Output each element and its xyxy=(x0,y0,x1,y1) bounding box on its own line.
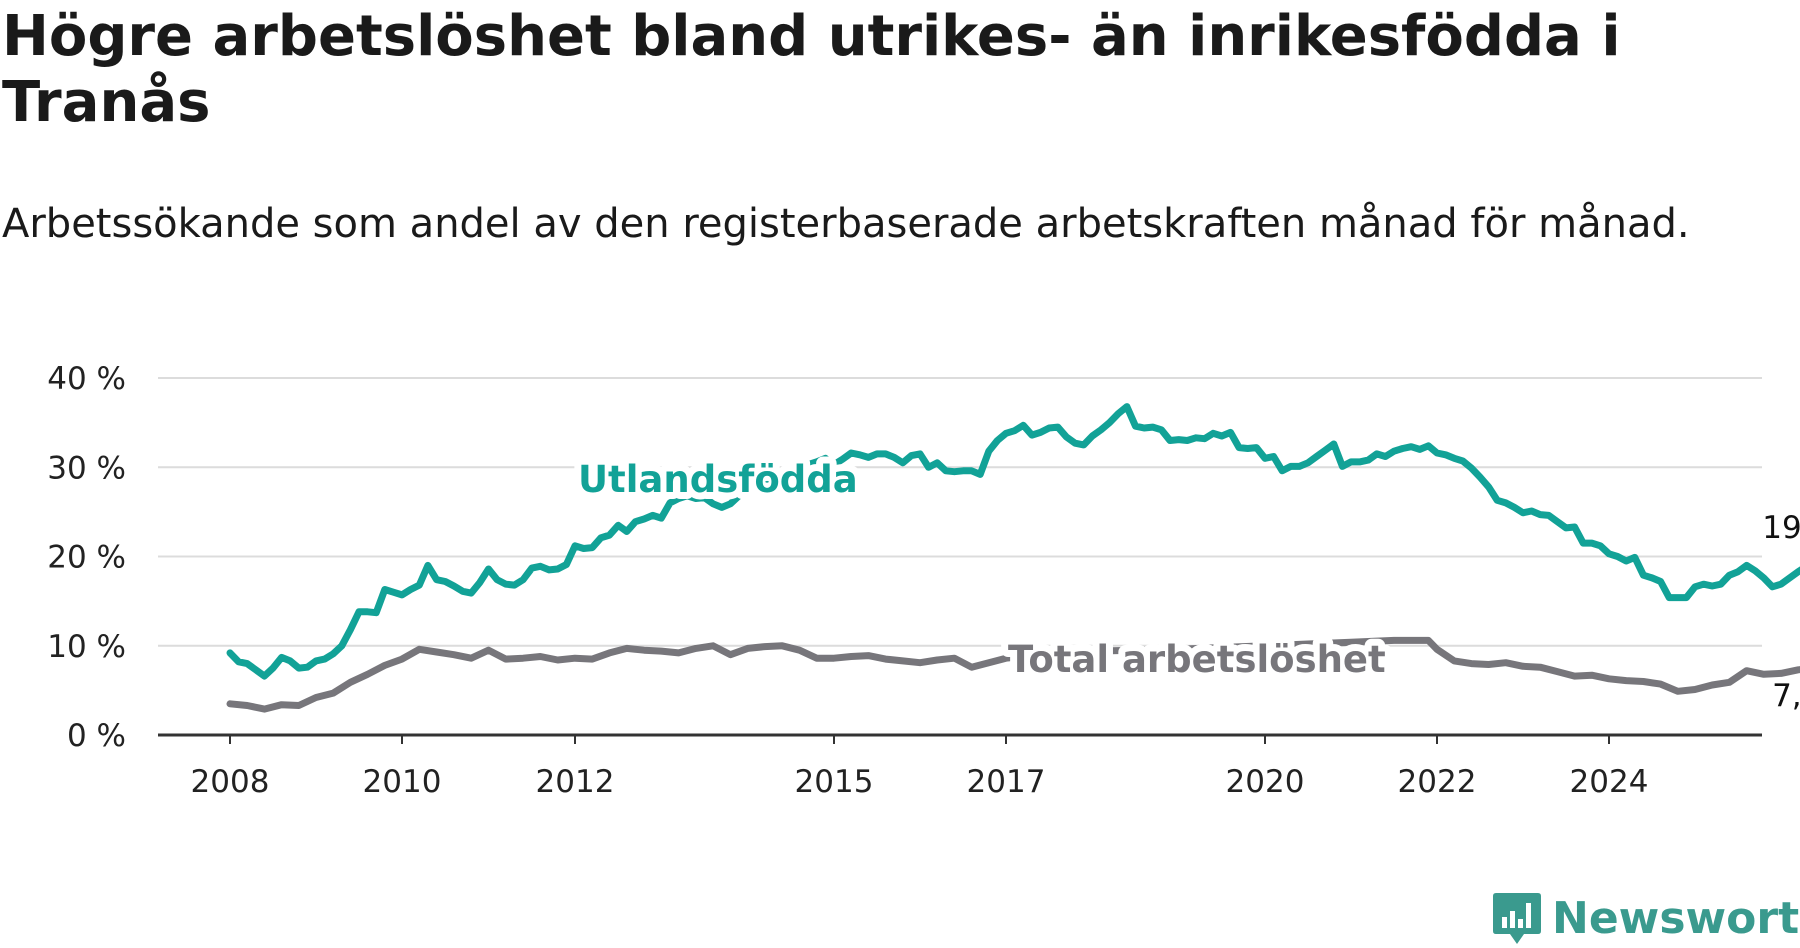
x-tick-label: 2017 xyxy=(967,764,1046,800)
y-tick-label: 0 % xyxy=(67,718,126,754)
end-value-label: 19,4 % xyxy=(1762,510,1800,546)
brand-name: Newsworthy xyxy=(1552,892,1800,944)
x-tick-label: 2010 xyxy=(363,764,442,800)
series-labels: 19,4 % 7,5 % Utlandsfödda Total arbetslöshe… xyxy=(571,451,1800,714)
y-tick-label: 40 % xyxy=(47,361,126,397)
y-tick-label: 20 % xyxy=(47,540,126,576)
x-axis: 2008 2010 2012 2015 2017 2020 2022 2024 xyxy=(158,733,1762,800)
x-tick-label: 2015 xyxy=(795,764,874,800)
series-line-utlandsfodda xyxy=(226,403,1800,680)
series-line-total xyxy=(226,636,1800,713)
x-tick-label: 2024 xyxy=(1570,764,1649,800)
series-label-total: Total arbetslöshet xyxy=(1008,638,1386,681)
chart-subtitle: Arbetssökande som andel av den registerb… xyxy=(2,201,1690,247)
series-label-utlandsfodda: Utlandsfödda xyxy=(578,458,858,501)
end-value-label: 7,5 % xyxy=(1772,678,1800,714)
bar-chart-icon xyxy=(1493,893,1541,944)
x-tick-label: 2012 xyxy=(536,764,615,800)
y-tick-label: 10 % xyxy=(47,629,126,665)
chart-title: Högre arbetslöshet bland utrikes- än inr… xyxy=(2,4,1621,135)
x-tick-label: 2020 xyxy=(1226,764,1305,800)
x-tick-label: 2008 xyxy=(191,764,270,800)
y-tick-label: 30 % xyxy=(47,450,126,486)
newsworthy-logo: Newsworthy xyxy=(1492,888,1800,948)
series-lines xyxy=(226,403,1800,713)
gridlines xyxy=(158,377,1762,647)
y-axis: 0 % 10 % 20 % 30 % 40 % xyxy=(47,361,126,754)
x-tick-label: 2022 xyxy=(1398,764,1477,800)
